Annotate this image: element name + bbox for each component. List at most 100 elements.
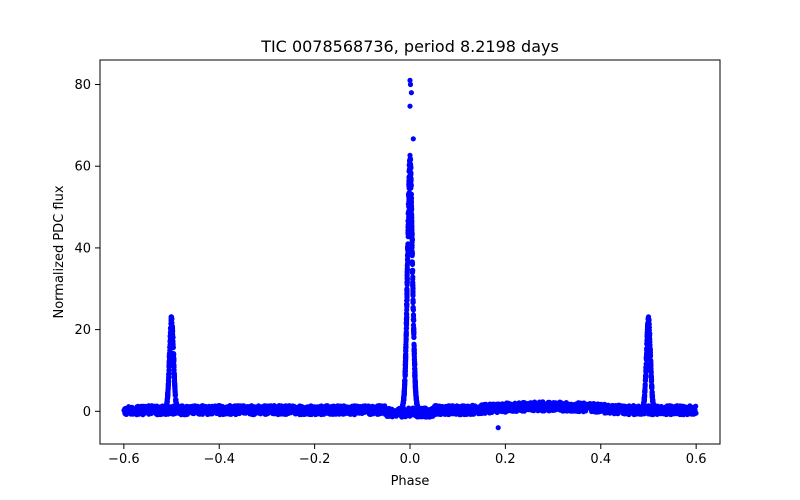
data-point (405, 257, 411, 263)
data-point (336, 403, 342, 409)
data-point (170, 354, 177, 360)
data-point (247, 411, 253, 417)
chart-title: TIC 0078568736, period 8.2198 days (260, 37, 559, 56)
y-axis-ticks: 0 20 40 60 80 (74, 78, 100, 420)
data-point (476, 404, 482, 410)
data-point (164, 396, 170, 402)
data-point (403, 320, 409, 326)
data-point (195, 405, 201, 411)
data-point (277, 409, 283, 415)
data-point (627, 409, 633, 415)
data-point (622, 409, 628, 415)
data-point (402, 383, 408, 389)
data-point (166, 352, 173, 358)
data-point (469, 411, 475, 417)
data-point (150, 404, 156, 410)
data-point (389, 406, 395, 412)
data-point (412, 377, 418, 383)
data-point (404, 307, 410, 313)
data-point (412, 370, 418, 376)
data-point (491, 406, 497, 413)
data-point (409, 244, 415, 251)
data-point (649, 392, 655, 398)
data-point (205, 411, 212, 417)
data-point (403, 316, 409, 322)
x-tick-label: 0.2 (495, 452, 516, 467)
y-tick-label: 20 (74, 323, 91, 338)
data-point (242, 408, 248, 414)
data-point (411, 334, 417, 340)
data-point (571, 408, 577, 414)
data-point (315, 411, 321, 417)
data-point (611, 409, 617, 415)
data-point (223, 409, 229, 415)
data-point (414, 399, 420, 405)
data-point (329, 403, 335, 410)
data-point (648, 357, 654, 363)
data-point (595, 408, 601, 414)
data-point (409, 261, 416, 267)
data-point (407, 103, 413, 109)
data-point (311, 404, 318, 410)
y-tick-label: 80 (74, 78, 91, 93)
data-point (410, 304, 416, 310)
data-point (403, 332, 409, 339)
data-point (403, 341, 409, 348)
y-tick-label: 40 (74, 241, 91, 256)
data-point (490, 401, 496, 407)
data-point (404, 252, 411, 259)
data-point (428, 409, 434, 415)
data-point (502, 409, 508, 415)
data-point (647, 333, 653, 339)
data-point (505, 405, 511, 411)
data-point (648, 368, 654, 374)
data-point (642, 383, 648, 389)
data-point (411, 326, 417, 332)
data-point (403, 325, 410, 331)
data-point (404, 286, 410, 292)
y-tick-label: 60 (74, 160, 91, 175)
data-point (692, 407, 698, 413)
data-point (666, 403, 673, 409)
data-point (404, 312, 410, 318)
data-point (233, 411, 239, 418)
data-point (410, 313, 417, 319)
data-point (407, 77, 413, 83)
data-point (464, 404, 470, 410)
data-point (165, 381, 171, 387)
data-point (530, 405, 537, 411)
data-point (289, 405, 295, 411)
data-point (301, 406, 307, 412)
data-point (552, 407, 558, 413)
data-point (552, 401, 558, 407)
data-point (351, 412, 358, 418)
data-point (249, 405, 255, 411)
data-point (641, 396, 647, 402)
data-point (356, 410, 362, 416)
data-point (319, 403, 325, 410)
data-point (404, 292, 410, 298)
data-point (495, 425, 501, 431)
y-axis-label: Normalized PDC flux (52, 185, 67, 318)
data-point (401, 396, 407, 402)
data-point (369, 403, 375, 409)
data-point (165, 389, 171, 395)
data-point (640, 402, 647, 408)
data-point (438, 411, 444, 417)
data-point (390, 411, 396, 417)
data-point (144, 404, 150, 410)
data-point (643, 373, 649, 379)
data-point (405, 234, 411, 240)
data-point (401, 388, 407, 394)
data-point (307, 410, 313, 416)
y-tick-label: 0 (83, 405, 91, 420)
data-point (402, 370, 408, 376)
data-point (165, 377, 172, 383)
data-point (410, 317, 416, 323)
data-point (458, 409, 464, 415)
data-point (541, 406, 547, 412)
data-point (166, 371, 172, 377)
data-point (273, 405, 279, 411)
